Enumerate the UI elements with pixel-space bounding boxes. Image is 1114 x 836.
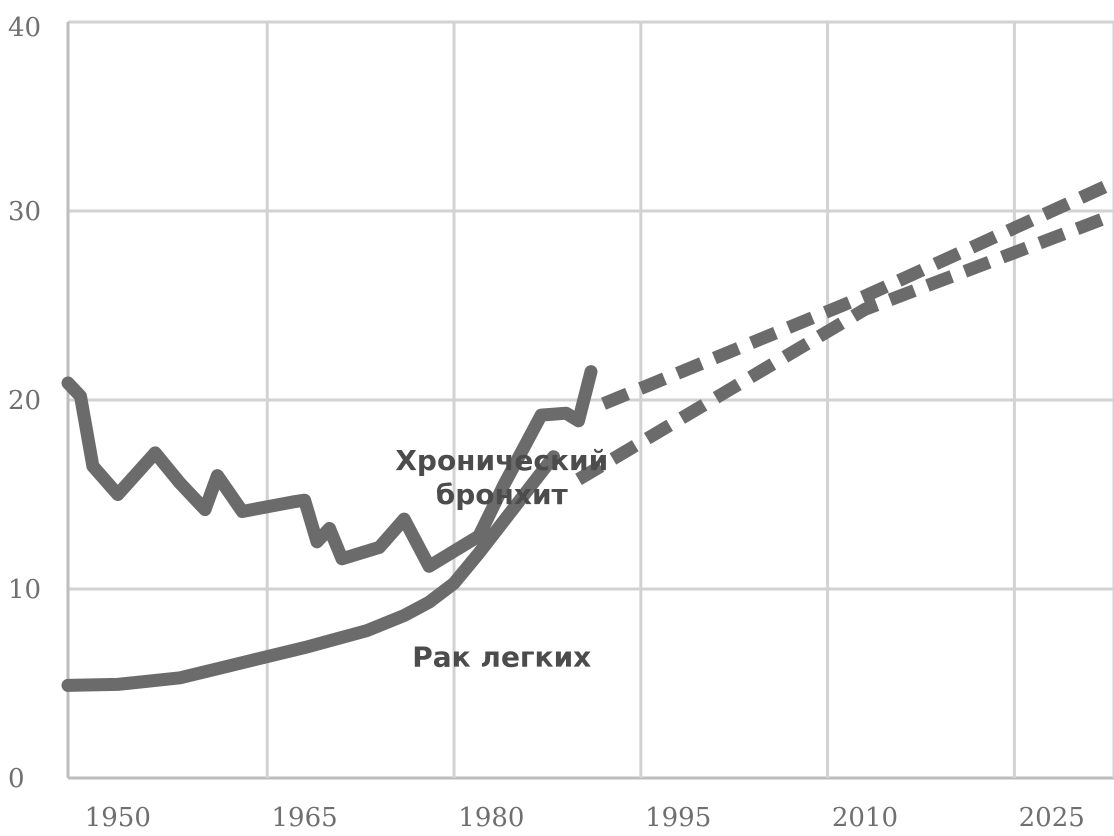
series-label: Хронический — [395, 444, 608, 477]
series-label: Рак легких — [412, 640, 591, 673]
projection-line-lung-cancer — [575, 208, 1114, 485]
y-tick-label: 0 — [8, 764, 25, 794]
x-tick-label: 2025 — [1019, 803, 1085, 833]
x-tick-label: 1965 — [272, 803, 338, 833]
y-tick-label: 10 — [8, 575, 41, 605]
tick-labels: 0 10 20 30 40 1950 1965 1980 1995 2010 2025 — [8, 13, 1085, 833]
x-tick-label: 1950 — [85, 803, 151, 833]
series-label: бронхит — [436, 478, 569, 511]
y-tick-label: 20 — [8, 386, 41, 416]
x-tick-label: 1995 — [645, 803, 711, 833]
series-line-bronchitis — [61, 365, 598, 573]
x-tick-label: 1980 — [458, 803, 524, 833]
y-tick-label: 40 — [8, 13, 41, 43]
y-tick-label: 30 — [8, 197, 41, 227]
grid — [66, 20, 1114, 780]
series-lines — [61, 176, 1114, 692]
projection-line-bronchitis — [601, 176, 1114, 410]
x-tick-label: 2010 — [832, 803, 898, 833]
series-line-lung-cancer — [61, 450, 561, 692]
